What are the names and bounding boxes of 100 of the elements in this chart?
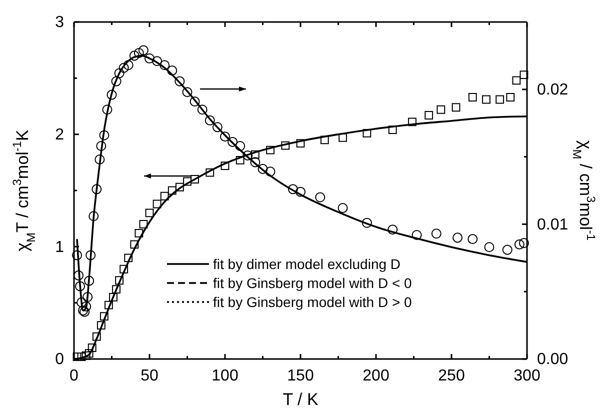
point — [112, 285, 120, 294]
point — [362, 218, 372, 228]
x-tick-label: 150 — [287, 367, 314, 384]
point — [242, 150, 253, 160]
y-tick-label: 1 — [55, 238, 64, 256]
point — [518, 238, 529, 248]
point — [84, 349, 94, 358]
point — [152, 200, 162, 208]
legend-label: fit by dimer model excluding D — [213, 256, 401, 272]
point — [123, 60, 134, 70]
point — [220, 132, 230, 142]
point — [106, 90, 117, 100]
point — [190, 96, 200, 107]
point — [320, 136, 329, 144]
point — [174, 76, 185, 86]
point — [160, 192, 169, 200]
point — [160, 60, 170, 70]
point — [92, 332, 101, 341]
point — [388, 224, 398, 235]
point — [115, 276, 124, 285]
point — [81, 301, 92, 312]
point — [118, 62, 129, 73]
point — [338, 133, 347, 142]
point — [120, 264, 128, 274]
x-tick-label: 50 — [140, 367, 158, 384]
point — [102, 104, 112, 115]
point — [482, 95, 490, 104]
y-tick-label: 3 — [55, 14, 64, 32]
point — [138, 45, 148, 56]
point — [92, 184, 102, 194]
point — [250, 157, 260, 168]
point — [506, 93, 515, 102]
y2-tick-label: 0.00 — [537, 351, 568, 368]
point — [266, 146, 275, 154]
y2-tick-label: 0.01 — [537, 216, 568, 234]
point — [88, 344, 96, 352]
point — [468, 234, 478, 244]
point — [431, 228, 442, 239]
point — [258, 164, 268, 174]
point — [412, 230, 422, 240]
point — [295, 186, 306, 197]
point — [206, 168, 214, 177]
point — [114, 68, 124, 78]
point — [436, 105, 446, 114]
point — [182, 87, 192, 98]
point — [190, 175, 200, 184]
point — [408, 118, 416, 126]
point — [288, 184, 298, 194]
point — [236, 156, 244, 164]
point — [134, 228, 144, 238]
x-tick-label: 250 — [438, 367, 465, 384]
point — [144, 53, 155, 64]
point — [484, 242, 494, 252]
point — [134, 48, 144, 58]
point — [512, 76, 521, 85]
point — [220, 162, 230, 170]
point — [362, 129, 372, 138]
point — [100, 312, 108, 321]
point — [167, 66, 178, 76]
y-tick-label: 2 — [55, 126, 64, 144]
point — [129, 50, 140, 61]
point — [228, 136, 238, 147]
point — [82, 292, 93, 302]
point — [111, 76, 122, 86]
x-tick-label: 300 — [514, 367, 540, 384]
point — [76, 297, 87, 308]
point — [502, 244, 512, 255]
point — [88, 211, 99, 222]
point — [212, 122, 222, 132]
point — [145, 208, 154, 218]
point — [338, 203, 348, 214]
point — [514, 239, 524, 250]
point — [94, 154, 105, 164]
x-tick-label: 100 — [212, 367, 238, 384]
x-tick-label: 0 — [70, 367, 79, 384]
point — [183, 177, 192, 186]
point — [75, 281, 86, 292]
point — [315, 192, 326, 202]
point — [424, 111, 434, 120]
point — [250, 150, 260, 159]
point — [197, 104, 208, 115]
point — [452, 232, 463, 243]
point — [152, 56, 162, 66]
point — [175, 182, 184, 192]
point — [204, 115, 215, 126]
y-tick-label: 0 — [55, 351, 64, 368]
x-axis-title: T / K — [282, 390, 319, 409]
y2-tick-label: 0.02 — [537, 82, 568, 99]
legend-label: fit by Ginsberg model with D > 0 — [213, 294, 412, 310]
point — [96, 321, 106, 330]
point — [96, 141, 106, 152]
point — [82, 351, 90, 360]
point — [74, 270, 84, 280]
point — [296, 139, 305, 148]
point — [104, 300, 113, 310]
point — [235, 141, 246, 152]
point — [265, 166, 276, 177]
legend-label: fit by Ginsberg model with D < 0 — [213, 275, 412, 291]
point — [130, 240, 139, 249]
point — [109, 293, 118, 302]
